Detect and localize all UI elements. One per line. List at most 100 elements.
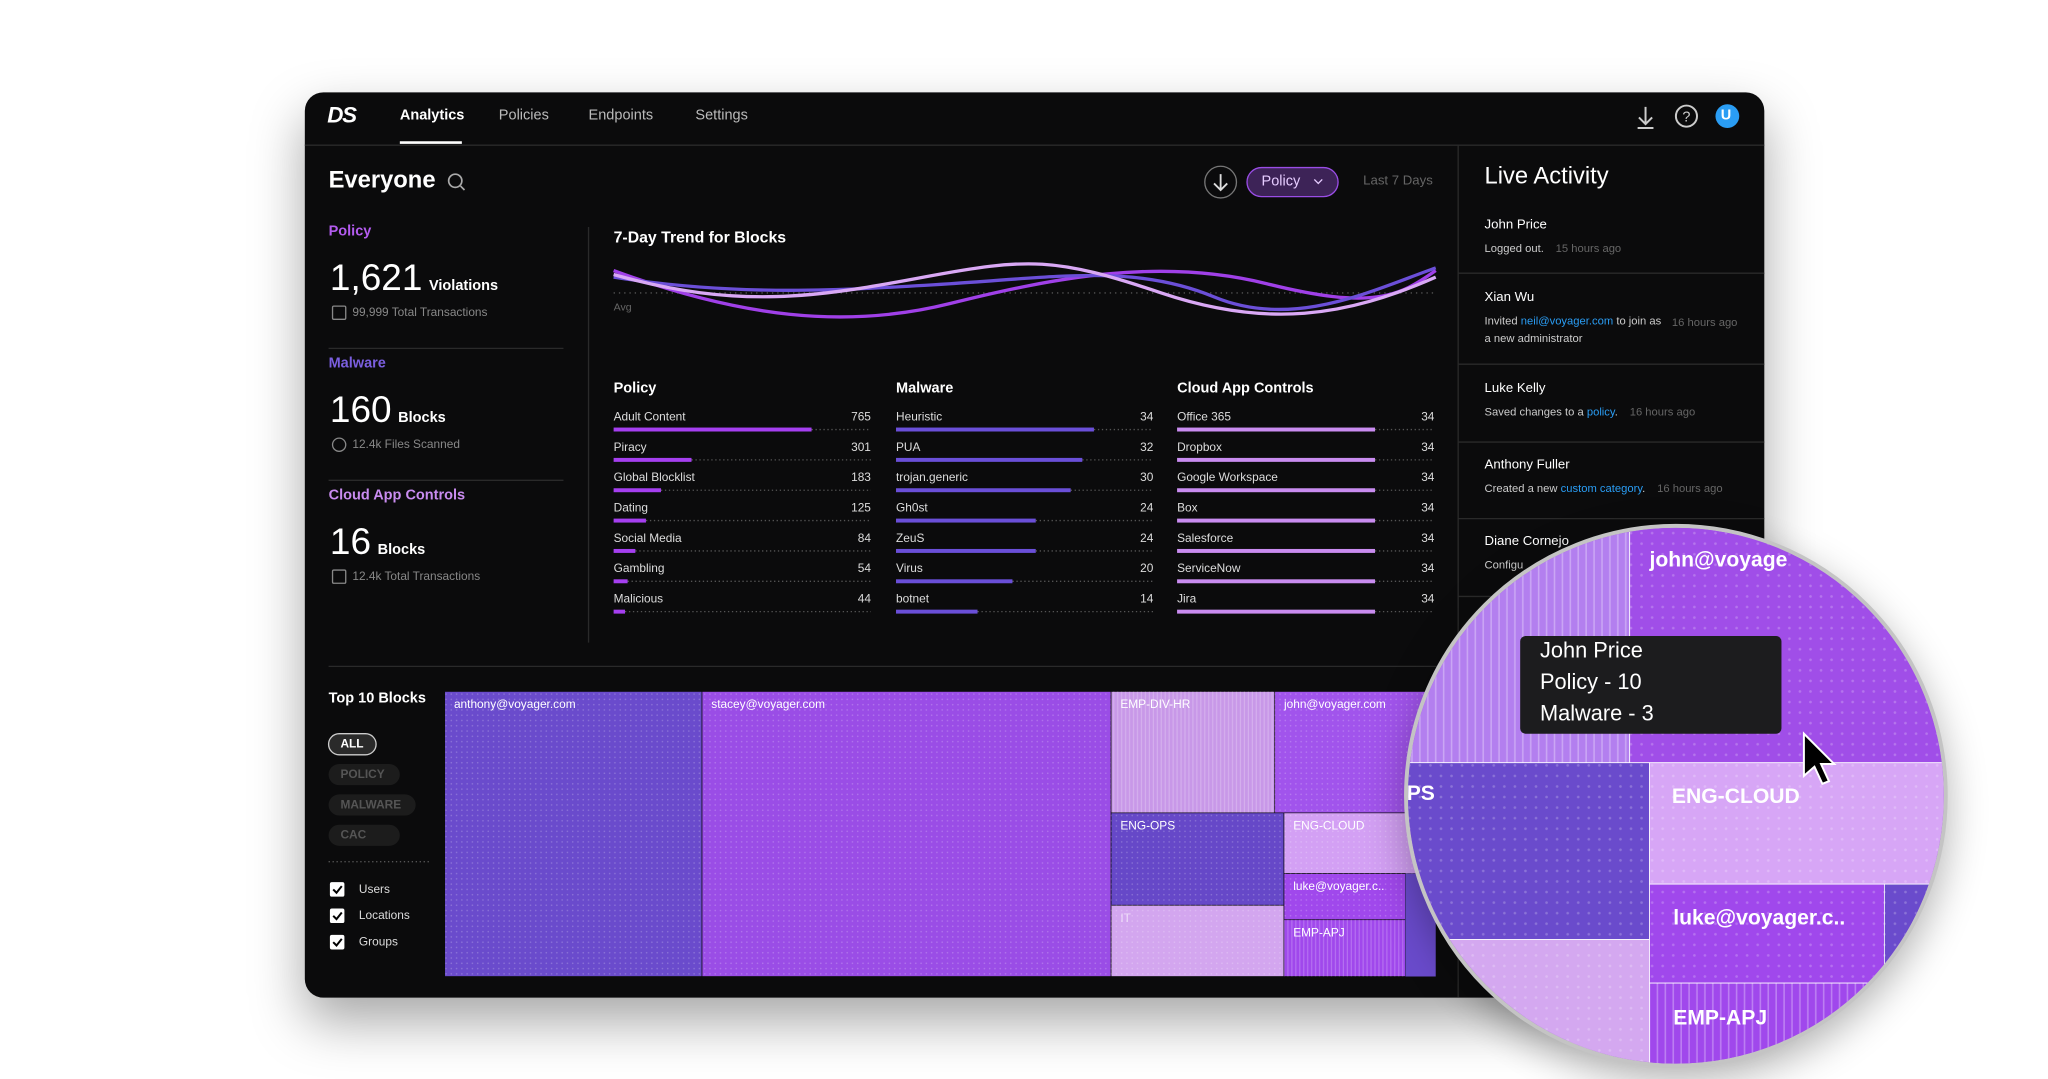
list-title: Cloud App Controls bbox=[1177, 380, 1314, 397]
tile-label[interactable]: john@voyager.com bbox=[1283, 697, 1386, 711]
trend-line bbox=[613, 268, 1437, 319]
tile-texture bbox=[1884, 884, 1944, 1064]
filter-chip-label[interactable]: MALWARE bbox=[340, 797, 402, 812]
stat-value: 1,621 bbox=[329, 257, 423, 298]
checkmark bbox=[332, 885, 343, 895]
nav-tab[interactable]: Analytics bbox=[399, 107, 465, 124]
filter-chip bbox=[328, 764, 400, 786]
list-item-value: 34 bbox=[1421, 500, 1435, 515]
tile-label[interactable]: luke@voyager.c.. bbox=[1293, 879, 1385, 893]
list-item-value: 20 bbox=[1140, 561, 1154, 575]
event-text: Saved changes to a policy. 16 hours ago bbox=[1485, 404, 1756, 421]
event-link[interactable]: custom category bbox=[1560, 481, 1643, 495]
tile-texture bbox=[1649, 983, 1885, 1064]
list-item-name: Global Blocklist bbox=[613, 470, 695, 484]
bar bbox=[896, 488, 1071, 493]
checkbox bbox=[329, 908, 345, 924]
bar bbox=[1177, 609, 1376, 614]
tile-label[interactable]: ENG-OPS bbox=[1120, 818, 1176, 833]
tooltip-line: Policy - 10 bbox=[1539, 670, 1642, 695]
trend-title: 7-Day Trend for Blocks bbox=[613, 228, 787, 247]
avatar-letter: U bbox=[1720, 107, 1732, 124]
event-user: John Price bbox=[1484, 217, 1547, 233]
filter-chip-label[interactable]: CAC bbox=[340, 828, 367, 842]
search-icon bbox=[447, 173, 463, 189]
graphics bbox=[1408, 527, 1944, 1064]
export-arrow bbox=[1213, 174, 1228, 192]
filter-caret bbox=[1313, 178, 1323, 185]
stat-icon bbox=[331, 305, 347, 321]
event-desc: . bbox=[1614, 405, 1618, 419]
magnified-treemap bbox=[1408, 527, 1944, 1064]
search-handle bbox=[459, 185, 466, 191]
bar bbox=[1177, 518, 1376, 523]
filter-chip-label[interactable]: POLICY bbox=[340, 767, 385, 781]
list-title: Malware bbox=[896, 380, 954, 397]
stat-value-row: 16 Blocks bbox=[330, 521, 425, 563]
list-item-value: 14 bbox=[1140, 591, 1154, 606]
list-item-name: ServiceNow bbox=[1177, 561, 1241, 575]
filter-chip bbox=[328, 794, 416, 816]
option-label[interactable]: Users bbox=[358, 882, 390, 896]
nav-tab[interactable]: Endpoints bbox=[588, 107, 654, 124]
stat-label: Cloud App Controls bbox=[328, 487, 466, 504]
stat-label: Malware bbox=[328, 355, 386, 372]
event-time: 16 hours ago bbox=[1657, 481, 1723, 495]
cursor bbox=[1802, 731, 1837, 786]
filter-value[interactable]: Policy bbox=[1261, 173, 1301, 190]
list-item-name: Heuristic bbox=[896, 409, 943, 424]
nav-tab[interactable]: Policies bbox=[498, 107, 549, 124]
bar bbox=[613, 548, 636, 553]
nav-tab[interactable]: Settings bbox=[695, 107, 748, 124]
tile-label[interactable]: EMP-APJ bbox=[1293, 925, 1345, 940]
bar bbox=[896, 457, 1083, 462]
tile-label[interactable]: EMP-DIV-HR bbox=[1120, 697, 1191, 711]
live-title: Live Activity bbox=[1484, 162, 1609, 189]
stat-detail: 12.4k Total Transactions bbox=[352, 569, 481, 583]
list-item-name: Gh0st bbox=[896, 500, 928, 515]
bar bbox=[613, 518, 646, 523]
checkbox bbox=[329, 934, 345, 950]
event-link[interactable]: policy bbox=[1586, 405, 1615, 419]
trend-line bbox=[613, 262, 1437, 316]
bar bbox=[1177, 488, 1376, 493]
date-range: Last 7 Days bbox=[1363, 174, 1433, 189]
event-link[interactable]: neil@voyager.com bbox=[1520, 314, 1614, 328]
tile-texture bbox=[1649, 884, 1885, 984]
tile-texture bbox=[1649, 762, 1944, 885]
option-label[interactable]: Locations bbox=[358, 908, 410, 922]
event-user: Xian Wu bbox=[1484, 290, 1535, 305]
bar bbox=[1177, 457, 1376, 462]
list-item-name: Dropbox bbox=[1177, 440, 1222, 454]
bar bbox=[1177, 579, 1376, 584]
stat-detail: 99,999 Total Transactions bbox=[352, 305, 488, 319]
list-item-name: ZeuS bbox=[896, 531, 925, 545]
event-user: Anthony Fuller bbox=[1484, 457, 1570, 473]
tile-label[interactable]: IT bbox=[1120, 911, 1131, 925]
option-label[interactable]: Groups bbox=[358, 935, 398, 949]
stat-unit: Blocks bbox=[398, 410, 446, 426]
filter-chip bbox=[327, 733, 377, 756]
export-button bbox=[1204, 165, 1238, 199]
section-title: Top 10 Blocks bbox=[328, 690, 426, 707]
tile-label[interactable]: ENG-CLOUD bbox=[1293, 818, 1365, 833]
list-item-name: Social Media bbox=[613, 531, 682, 545]
bar bbox=[896, 518, 1036, 523]
download-icon bbox=[1637, 106, 1654, 129]
list-item-value: 34 bbox=[1421, 409, 1435, 424]
list-item-name: Gambling bbox=[613, 561, 665, 575]
list-item-value: 32 bbox=[1140, 440, 1154, 454]
event-desc: to join as a new administrator bbox=[1484, 314, 1662, 345]
list-item-name: Office 365 bbox=[1177, 409, 1232, 424]
list-item-value: 34 bbox=[1421, 440, 1435, 454]
tile-label[interactable]: anthony@voyager.com bbox=[453, 697, 576, 711]
list-item-name: Dating bbox=[613, 500, 648, 515]
filter-pill bbox=[1246, 166, 1339, 198]
trend-line bbox=[613, 266, 1437, 312]
tile-label[interactable]: stacey@voyager.com bbox=[711, 697, 825, 711]
filter-chip-label[interactable]: ALL bbox=[340, 737, 364, 751]
bar bbox=[613, 488, 661, 493]
tile-texture bbox=[444, 691, 703, 977]
event-time: 16 hours ago bbox=[1671, 315, 1738, 329]
